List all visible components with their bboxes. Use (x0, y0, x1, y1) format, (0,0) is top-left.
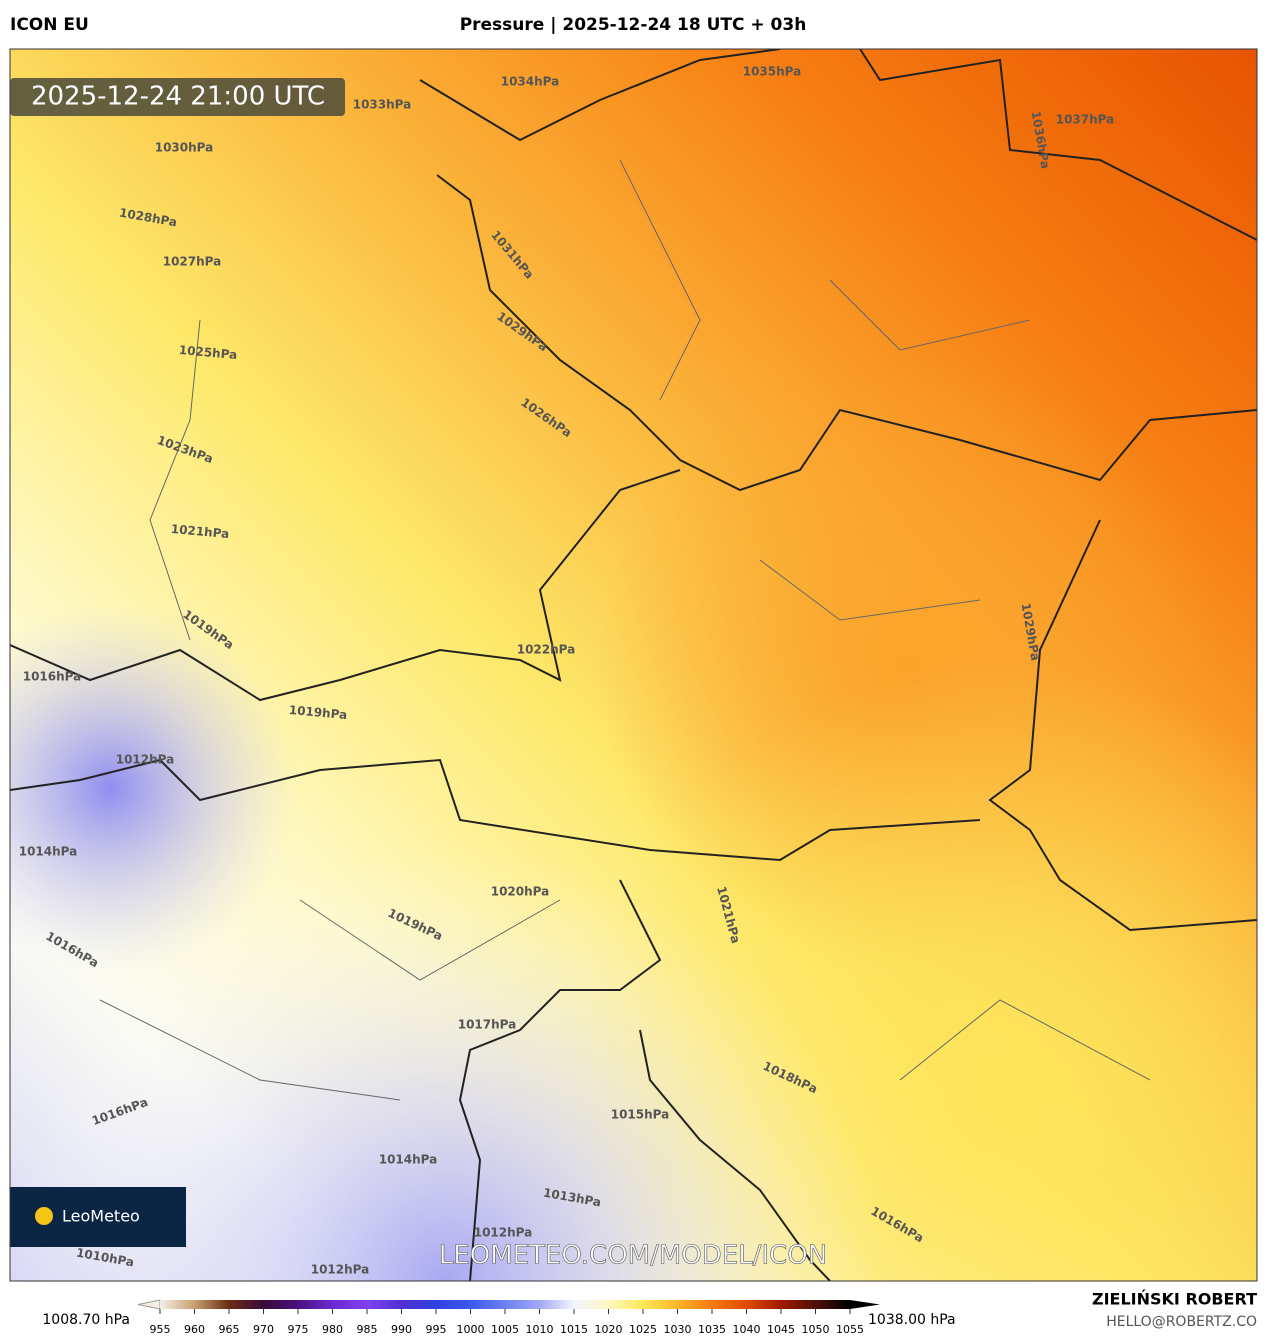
region-lines (99, 159, 1151, 1101)
contour-label: 1025hPa (178, 343, 238, 362)
model-name: ICON EU (10, 15, 89, 35)
contour-label: 1034hPa (501, 75, 560, 89)
colorbar-tick-label: 990 (391, 1323, 412, 1336)
colorbar-tick-label: 980 (322, 1323, 343, 1336)
colorbar (160, 1300, 850, 1309)
field-shade (10, 49, 1257, 1281)
map-frame (9, 48, 1258, 1282)
contact: HELLO@ROBERTZ.CO (1106, 1314, 1257, 1330)
contour-label: 1016hPa (23, 670, 82, 684)
colorbar-tick-label: 1045 (767, 1323, 795, 1336)
colorbar-tick-label: 965 (219, 1323, 240, 1336)
borders (10, 49, 1257, 1281)
logo: LeoMeteo (62, 1207, 140, 1226)
contour-label: 1017hPa (458, 1018, 517, 1032)
contour-label: 1020hPa (491, 885, 550, 899)
colorbar-tick-label: 1040 (733, 1323, 761, 1336)
colorbar-tick-label: 1035 (698, 1323, 726, 1336)
coast (639, 1029, 831, 1281)
colorbar-tick-label: 985 (357, 1323, 378, 1336)
colorbar-tick-label: 1020 (595, 1323, 623, 1336)
border (988, 519, 1257, 932)
contour-label: 1022hPa (517, 643, 576, 657)
map-title: Pressure | 2025-12-24 18 UTC + 03h (460, 15, 807, 35)
border (436, 174, 1257, 492)
timestamp-box (10, 78, 345, 116)
contour-label: 1037hPa (1056, 113, 1115, 127)
contour-label: 1012hPa (116, 753, 175, 767)
colorbar-arrow (850, 1300, 880, 1309)
colorbar-tick-label: 1015 (560, 1323, 588, 1336)
colorbar-tick-label: 1005 (491, 1323, 519, 1336)
min-label: 1008.70 hPa (42, 1312, 130, 1328)
colorbar-tick-label: 1050 (802, 1323, 830, 1336)
watermark: LEOMETEO.COM/MODEL/ICON (439, 1241, 827, 1271)
max-label: 1038.00 hPa (868, 1312, 956, 1328)
timestamp: 2025-12-24 21:00 UTC (31, 82, 325, 112)
colorbar-tick-label: 1000 (457, 1323, 485, 1336)
contour-label: 1035hPa (743, 65, 802, 79)
author: ZIELIŃSKI ROBERT (1092, 1290, 1257, 1309)
regions (99, 159, 1151, 1101)
coast (458, 879, 662, 1281)
colorbar-tick-label: 1025 (629, 1323, 657, 1336)
contour-label: 1030hPa (155, 141, 214, 155)
contour-label: 1021hPa (170, 522, 230, 541)
contour-label: 1015hPa (611, 1108, 670, 1122)
contour-label: 1033hPa (353, 98, 412, 112)
colorbar-tick-label: 960 (184, 1323, 205, 1336)
contour-label: 1012hPa (474, 1226, 533, 1240)
contour-label: 1014hPa (379, 1153, 438, 1167)
contour-label: 1014hPa (19, 845, 78, 859)
colorbar-tick-label: 1010 (526, 1323, 554, 1336)
border (419, 49, 1257, 241)
colorbar-tick-label: 975 (288, 1323, 309, 1336)
colorbar-tick-label: 970 (253, 1323, 274, 1336)
border (10, 758, 981, 862)
colorbar-tick-label: 995 (426, 1323, 447, 1336)
contour-label: 1019hPa (288, 703, 348, 722)
map-area: 1034hPa1035hPa1037hPa1036hPa1033hPa1030h… (10, 49, 1257, 1281)
contour-label: 1027hPa (163, 255, 222, 269)
colorbar-arrow (137, 1299, 161, 1310)
colorbar-tick-label: 1030 (664, 1323, 692, 1336)
contour-label: 1012hPa (311, 1263, 370, 1277)
colorbar-tick-label: 1055 (836, 1323, 864, 1336)
border (10, 469, 681, 702)
logo-sun (35, 1207, 53, 1225)
colorbar-tick-label: 955 (150, 1323, 171, 1336)
